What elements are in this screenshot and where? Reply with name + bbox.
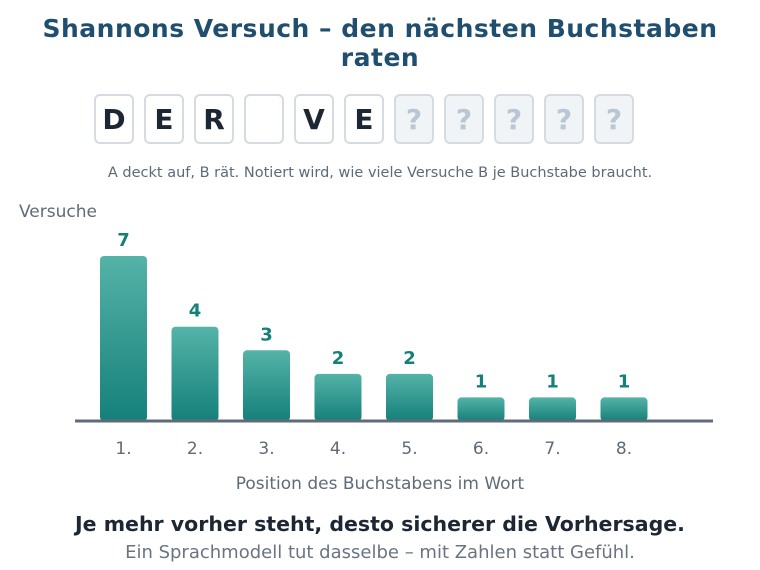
bar (529, 397, 576, 421)
hidden-letter-tile: ? (544, 94, 584, 144)
bar-chart-svg: Versuche 7 1. 4 2. 3 3. 2 4. 2 5. 1 6. 1 7. 1 8. Position… (19, 202, 713, 494)
bar-value-label: 2 (332, 348, 345, 369)
takeaway-subline: Ein Sprachmodell tut dasselbe – mit Zahl… (125, 542, 635, 563)
bar (386, 373, 433, 421)
x-tick-label: 7. (544, 439, 560, 459)
bar-value-label: 3 (260, 324, 273, 345)
instruction-caption: A deckt auf, B rät. Notiert wird, wie vi… (107, 165, 653, 181)
takeaway-headline: Je mehr vorher steht, desto sicherer die… (75, 512, 685, 536)
letter-tile: R (194, 94, 234, 144)
bar-chart: Versuche 7 1. 4 2. 3 3. 2 4. 2 5. 1 6. 1 7. 1 8. Position… (0, 190, 760, 500)
hidden-letter-tile: ? (494, 94, 534, 144)
x-tick-label: 4. (330, 439, 346, 459)
bar (243, 350, 290, 421)
letter-tile: V (294, 94, 334, 144)
x-tick-label: 6. (473, 439, 489, 459)
x-tick-label: 2. (187, 439, 203, 459)
hidden-letter-tile: ? (594, 94, 634, 144)
bar (100, 256, 147, 421)
letter-tile: E (144, 94, 184, 144)
x-tick-label: 8. (616, 439, 632, 459)
letter-tile-space (244, 94, 284, 144)
y-axis-label: Versuche (19, 202, 97, 222)
bar-value-label: 1 (475, 371, 488, 392)
bar (314, 373, 362, 421)
bar (457, 397, 505, 421)
x-axis-label: Position des Buchstabens im Wort (236, 474, 525, 494)
bar (171, 326, 219, 421)
bar (600, 397, 648, 421)
hidden-letter-tile: ? (394, 94, 434, 144)
page-title: Shannons Versuch – den nächsten Buchstab… (42, 14, 718, 72)
bar-value-label: 1 (546, 371, 559, 392)
letter-tile: D (94, 94, 134, 144)
hidden-letter-tile: ? (444, 94, 484, 144)
letter-tiles: D E R V E ? ? ? ? ? (94, 94, 654, 148)
letter-tile: E (344, 94, 384, 144)
x-tick-label: 3. (258, 439, 274, 459)
bar-value-label: 2 (403, 348, 416, 369)
bar-value-label: 7 (117, 230, 130, 251)
x-tick-label: 1. (115, 439, 131, 459)
x-tick-label: 5. (401, 439, 417, 459)
bar-value-label: 4 (189, 301, 202, 322)
bar-value-label: 1 (618, 371, 631, 392)
